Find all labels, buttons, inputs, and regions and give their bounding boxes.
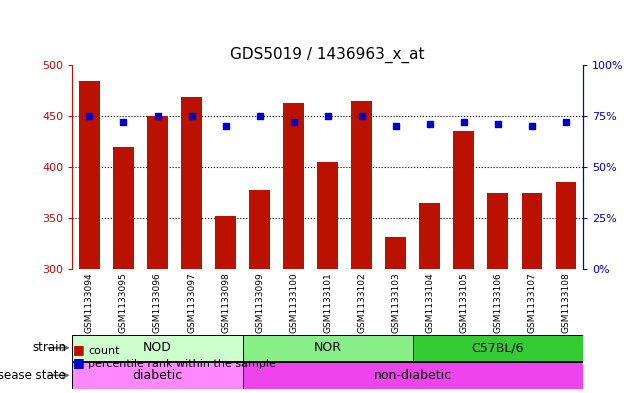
Point	[118, 119, 129, 125]
Text: ■: ■	[72, 356, 84, 369]
Bar	[556, 182, 576, 269]
Text: ■: ■	[72, 343, 84, 356]
Point	[255, 113, 265, 119]
Bar	[386, 237, 406, 269]
FancyBboxPatch shape	[413, 334, 583, 361]
Bar	[488, 193, 508, 269]
Text: GSM1133104: GSM1133104	[425, 272, 434, 333]
Point	[323, 113, 333, 119]
Text: GSM1133107: GSM1133107	[527, 272, 536, 333]
Point	[289, 119, 299, 125]
Bar	[249, 189, 270, 269]
Point	[493, 121, 503, 127]
Point	[425, 121, 435, 127]
FancyBboxPatch shape	[72, 334, 243, 361]
Bar	[352, 101, 372, 269]
Title: GDS5019 / 1436963_x_at: GDS5019 / 1436963_x_at	[231, 47, 425, 64]
Text: GSM1133108: GSM1133108	[561, 272, 570, 333]
Text: GSM1133097: GSM1133097	[187, 272, 196, 333]
Bar	[79, 81, 100, 269]
Point	[391, 123, 401, 129]
Text: C57BL/6: C57BL/6	[471, 341, 524, 354]
Bar	[181, 97, 202, 269]
Bar	[284, 103, 304, 269]
Text: NOD: NOD	[143, 341, 172, 354]
Text: non-diabetic: non-diabetic	[374, 369, 452, 382]
Point	[357, 113, 367, 119]
Point	[220, 123, 231, 129]
Bar	[420, 203, 440, 269]
FancyBboxPatch shape	[243, 362, 583, 389]
Point	[459, 119, 469, 125]
Text: GSM1133094: GSM1133094	[85, 272, 94, 333]
Text: strain: strain	[32, 341, 66, 354]
Text: disease state: disease state	[0, 369, 66, 382]
Point	[561, 119, 571, 125]
Text: GSM1133103: GSM1133103	[391, 272, 400, 333]
Text: GSM1133102: GSM1133102	[357, 272, 366, 333]
Text: GSM1133101: GSM1133101	[323, 272, 332, 333]
Text: GSM1133100: GSM1133100	[289, 272, 298, 333]
FancyBboxPatch shape	[72, 362, 243, 389]
Text: count: count	[88, 346, 120, 356]
Point	[186, 113, 197, 119]
Bar	[318, 162, 338, 269]
Text: GSM1133098: GSM1133098	[221, 272, 230, 333]
Text: GSM1133095: GSM1133095	[119, 272, 128, 333]
Bar	[454, 131, 474, 269]
Point	[527, 123, 537, 129]
Text: GSM1133099: GSM1133099	[255, 272, 264, 333]
Point	[84, 113, 94, 119]
Bar	[522, 193, 542, 269]
Text: GSM1133105: GSM1133105	[459, 272, 468, 333]
Text: GSM1133106: GSM1133106	[493, 272, 502, 333]
Text: diabetic: diabetic	[132, 369, 183, 382]
Bar	[113, 147, 134, 269]
Text: NOR: NOR	[314, 341, 341, 354]
Bar	[215, 216, 236, 269]
Text: percentile rank within the sample: percentile rank within the sample	[88, 360, 276, 369]
Point	[152, 113, 163, 119]
Bar	[147, 116, 168, 269]
FancyBboxPatch shape	[243, 334, 413, 361]
Text: GSM1133096: GSM1133096	[153, 272, 162, 333]
